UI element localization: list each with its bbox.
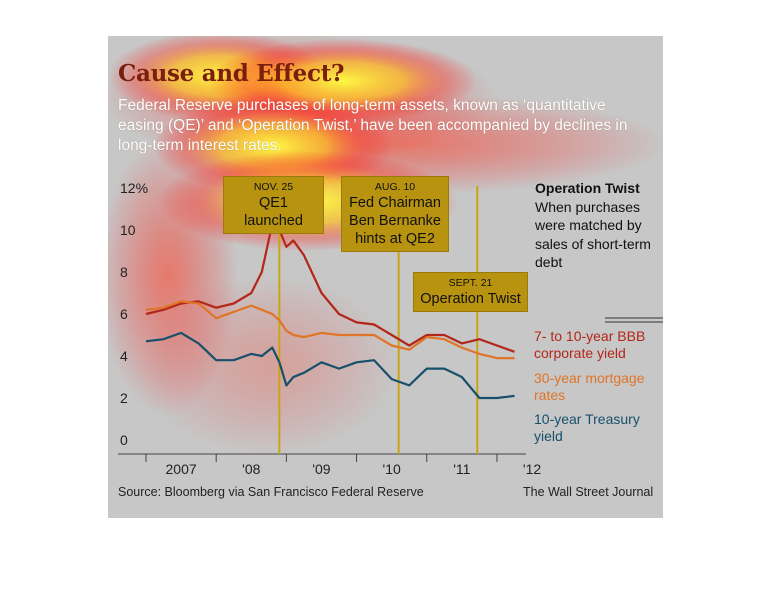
- legend-treasury: 10-year Treasury yield: [534, 411, 662, 445]
- series-lines: [145, 222, 515, 400]
- legend-bbb-label: 7- to 10-year BBB corporate yield: [534, 328, 646, 361]
- x-tick-label: '08: [242, 461, 260, 477]
- operation-twist-note: Operation Twist When purchases were matc…: [535, 179, 660, 272]
- chart-subtitle: Federal Reserve purchases of long-term a…: [118, 97, 628, 154]
- legend-mortgage-label: 30-year mortgage rates: [534, 370, 645, 403]
- operation-twist-body: When purchases were matched by sales of …: [535, 198, 651, 271]
- callout-qe1: NOV. 25 QE1 launched: [223, 176, 324, 234]
- x-tick-label: '12: [523, 461, 541, 477]
- x-tick-label: '10: [383, 461, 401, 477]
- legend-mortgage: 30-year mortgage rates: [534, 370, 662, 404]
- operation-twist-heading: Operation Twist: [535, 180, 640, 196]
- y-axis: 12% 10 8 6 4 2 0: [120, 180, 148, 448]
- legend-bbb: 7- to 10-year BBB corporate yield: [534, 328, 662, 362]
- callout-twist: SEPT. 21 Operation Twist: [413, 272, 528, 312]
- y-tick-label: 2: [120, 390, 128, 406]
- legend-treasury-label: 10-year Treasury yield: [534, 411, 640, 444]
- x-tick-label: '11: [453, 461, 470, 477]
- y-tick-label: 6: [120, 306, 128, 322]
- callout-qe1-date: NOV. 25: [253, 181, 294, 193]
- x-axis: 2007 '08 '09 '10 '11 '12: [118, 453, 541, 477]
- x-tick-label: '09: [312, 461, 330, 477]
- y-tick-label: 10: [120, 222, 136, 238]
- source-note: Source: Bloomberg via San Francisco Fede…: [118, 485, 424, 499]
- callout-twist-date: SEPT. 21: [448, 277, 493, 289]
- series-line: [145, 331, 515, 400]
- y-tick-label: 8: [120, 264, 128, 280]
- x-tick-label: 2007: [166, 461, 197, 477]
- chart-panel: Cause and Effect? Federal Reserve purcha…: [108, 36, 663, 518]
- callout-qe2: AUG. 10 Fed Chairman Ben Bernanke hints …: [341, 176, 449, 252]
- y-tick-label: 0: [120, 432, 128, 448]
- line-chart: 12% 10 8 6 4 2 0 2007 '08 '09 '10 '11 '12: [118, 180, 663, 477]
- publisher-credit: The Wall Street Journal: [523, 485, 654, 499]
- callout-twist-text: Operation Twist: [420, 291, 521, 307]
- y-tick-label: 4: [120, 348, 128, 364]
- chart-title: Cause and Effect?: [118, 60, 345, 87]
- y-tick-label: 12%: [120, 180, 148, 196]
- series-line: [145, 222, 515, 353]
- series-line: [145, 300, 515, 360]
- callout-qe1-text: QE1 launched: [244, 195, 303, 229]
- callout-qe2-date: AUG. 10: [374, 181, 416, 193]
- callout-qe2-text: Fed Chairman Ben Bernanke hints at QE2: [349, 195, 441, 247]
